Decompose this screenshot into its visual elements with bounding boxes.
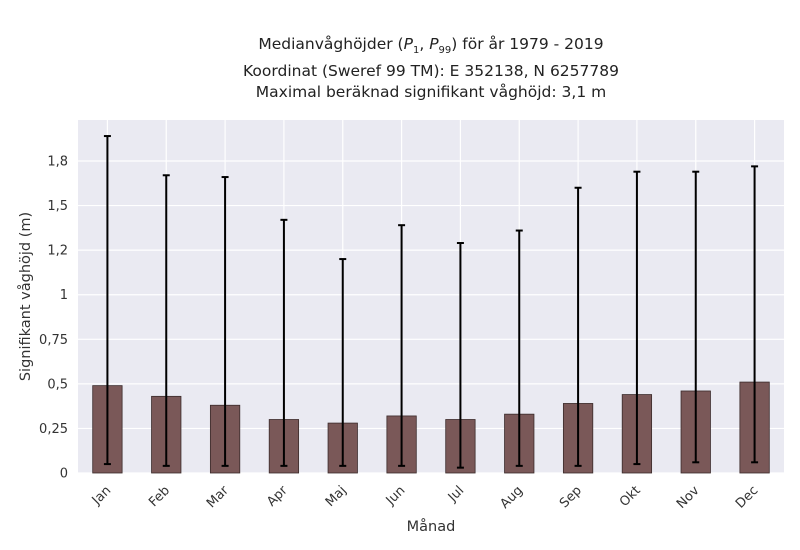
x-tick-label-aug: Aug (498, 483, 527, 512)
x-tick-label-apr: Apr (264, 483, 291, 510)
y-tick-label: 1,5 (47, 199, 68, 214)
x-tick-label-dec: Dec (733, 483, 761, 511)
x-tick-label-maj: Maj (323, 483, 350, 510)
y-tick-label: 1 (60, 288, 68, 303)
x-tick-label-jan: Jan (89, 483, 114, 508)
y-tick-label: 1,2 (47, 244, 68, 259)
y-tick-label: 1,8 (47, 155, 68, 170)
y-tick-label: 0,75 (39, 333, 68, 348)
y-tick-labels: 0 0,25 0,5 0,75 1 1,2 1,5 1,8 (39, 155, 68, 482)
y-axis-label: Signifikant våghöjd (m) (17, 212, 34, 381)
error-bars (103, 135, 759, 469)
title-line-3: Maximal beräknad signifikant våghöjd: 3,… (255, 83, 607, 102)
x-tick-labels: Jan Feb Mar Apr Maj Jun Jul Aug Sep Okt Nov Dec (89, 483, 762, 512)
x-axis-label: Månad (407, 518, 456, 535)
chart-title: Medianvåghöjder (P1, P99) för år 1979 - … (78, 34, 784, 103)
x-tick-label-feb: Feb (146, 483, 173, 510)
x-tick-label-jul: Jul (445, 483, 467, 505)
x-tick-label-nov: Nov (674, 483, 703, 512)
y-tick-label: 0,5 (47, 377, 68, 392)
x-tick-label-jun: Jun (383, 483, 409, 509)
x-tick-label-mar: Mar (204, 483, 232, 511)
plot-background (78, 120, 784, 473)
title-line-2: Koordinat (Sweref 99 TM): E 352138, N 62… (243, 62, 619, 81)
x-tick-label-sep: Sep (557, 483, 585, 511)
x-tick-label-okt: Okt (617, 483, 644, 510)
title-line-1: Medianvåghöjder (P1, P99) för år 1979 - … (258, 35, 604, 57)
y-tick-label: 0 (60, 467, 68, 482)
y-tick-label: 0,25 (39, 422, 68, 437)
